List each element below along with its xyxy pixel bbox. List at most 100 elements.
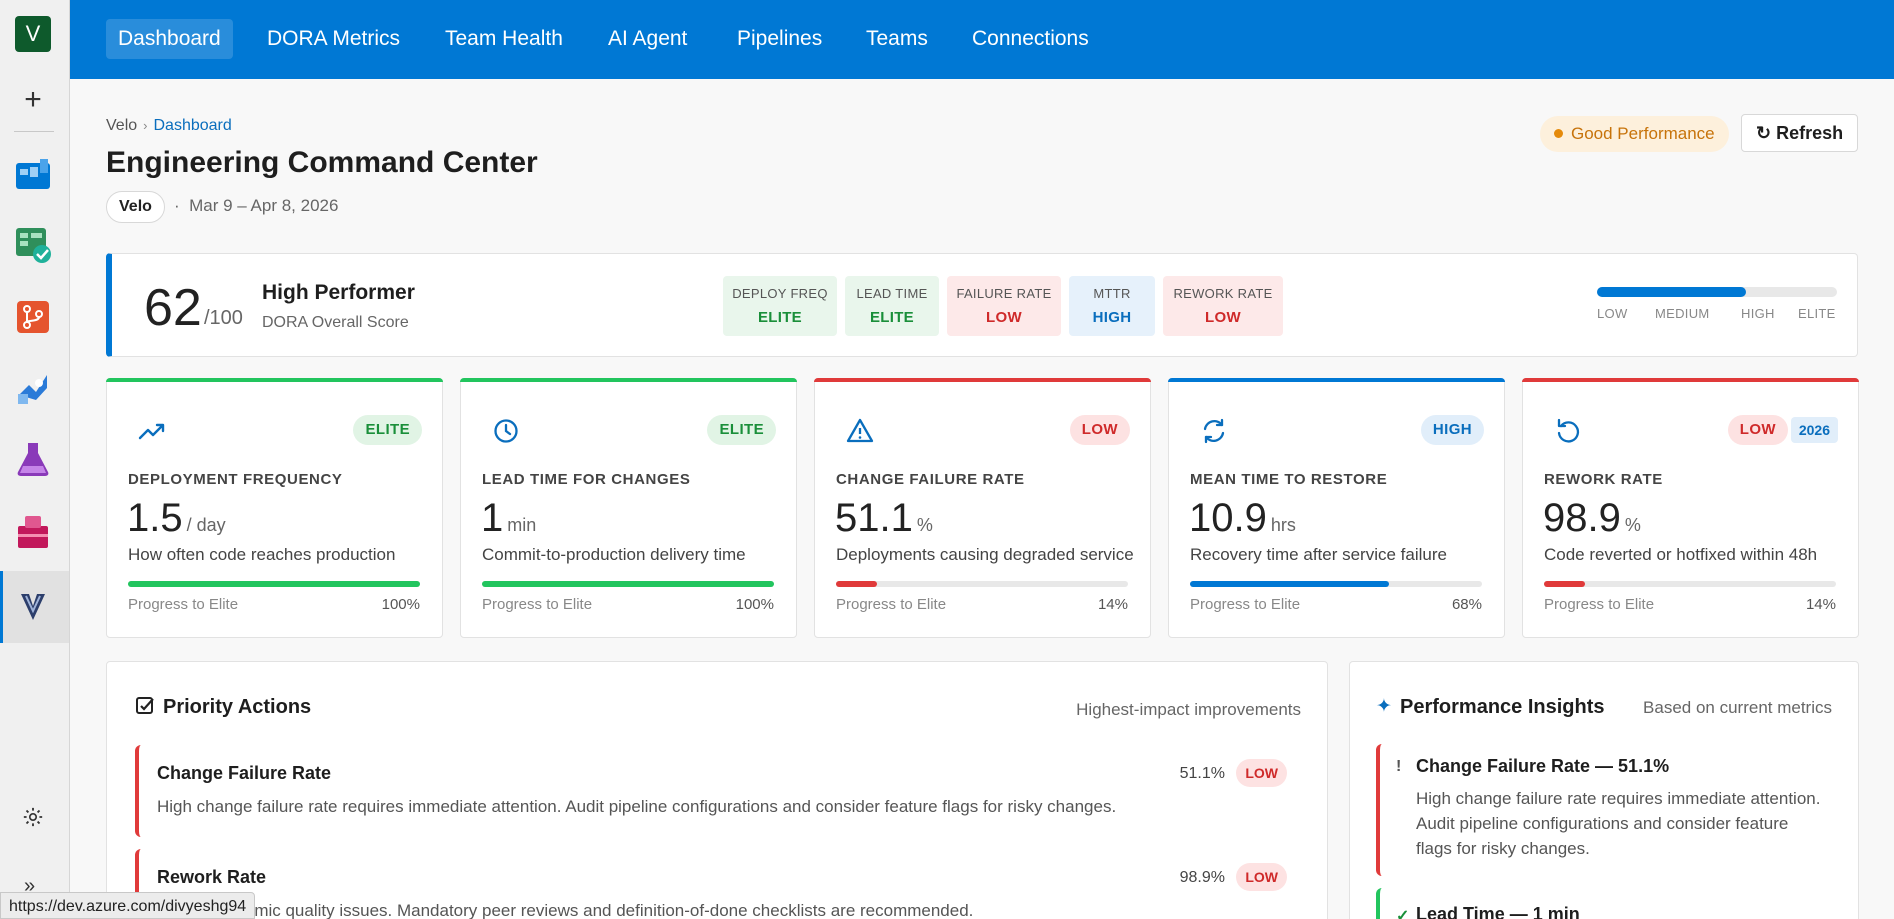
velo-icon[interactable] [14, 587, 52, 625]
action-title: Change Failure Rate [157, 763, 332, 783]
chip-value: HIGH [1092, 309, 1132, 326]
performance-status-text: Good Performance [1571, 124, 1715, 143]
action-value: 51.1% [1179, 765, 1225, 782]
performance-insights-subtitle: Based on current metrics [1643, 698, 1832, 717]
insight-title: Change Failure Rate — 51.1% [1416, 756, 1670, 776]
chip-deploy-freq: DEPLOY FREQ ELITE [723, 276, 837, 336]
metric-card-deployment-frequency[interactable]: ELITE DEPLOYMENT FREQUENCY 1.5/ day How … [106, 378, 443, 638]
org-pill[interactable]: Velo [106, 191, 165, 223]
chip-failure-rate: FAILURE RATE LOW [947, 276, 1061, 336]
progress-track [1190, 581, 1482, 587]
progress-label: Progress to Elite [128, 596, 239, 613]
checkbox-icon [136, 697, 154, 714]
expand-rail-icon[interactable]: » [24, 875, 36, 897]
progress-track [836, 581, 1128, 587]
metric-unit: min [507, 515, 537, 535]
action-description: High change failure rate requires immedi… [157, 797, 1117, 816]
progress-track [128, 581, 420, 587]
breadcrumb-root[interactable]: Velo [106, 117, 138, 134]
test-icon[interactable] [14, 440, 52, 478]
metric-unit: % [1624, 515, 1641, 535]
trending-up-icon [138, 423, 165, 440]
sparkle-icon: ✦ [1376, 696, 1392, 717]
metric-description: Commit-to-production delivery time [482, 545, 746, 564]
artifacts-icon[interactable] [14, 512, 52, 550]
boards-icon[interactable] [14, 155, 52, 193]
status-badge: ELITE [707, 415, 776, 445]
progress-fill [1544, 581, 1585, 587]
chip-value: LOW [986, 309, 1022, 326]
insight-item[interactable]: ! Change Failure Rate — 51.1% High chang… [1376, 744, 1836, 876]
tab-team-health[interactable]: Team Health [445, 27, 563, 50]
action-badge: LOW [1236, 863, 1287, 891]
tab-ai-agent[interactable]: AI Agent [608, 27, 688, 50]
status-badge: LOW [1069, 415, 1130, 445]
action-value: 98.9% [1179, 869, 1225, 886]
refresh-button[interactable]: ↻ Refresh [1741, 114, 1859, 152]
progress-label: Progress to Elite [482, 596, 593, 613]
org-avatar[interactable]: V [15, 16, 51, 52]
progress-percent: 14% [1097, 596, 1128, 613]
progress-percent: 100% [381, 596, 420, 613]
metric-card-mttr[interactable]: HIGH MEAN TIME TO RESTORE 10.9 hrs Recove… [1168, 378, 1505, 638]
card-accent-line [814, 378, 1151, 382]
breadcrumb-current[interactable]: Dashboard [153, 117, 232, 134]
tab-dora-metrics[interactable]: DORA Metrics [267, 27, 401, 50]
performance-insights-panel: ✦ Performance Insights Based on current … [1349, 661, 1859, 919]
performance-status-badge: Good Performance [1540, 116, 1729, 152]
scale-label-elite: ELITE [1798, 306, 1836, 321]
test-plans-icon[interactable] [14, 226, 52, 264]
metric-card-rework-rate[interactable]: LOW 2026 REWORK RATE 98.9% Code reverted… [1522, 378, 1859, 638]
metric-description: Recovery time after service failure [1190, 545, 1447, 564]
metric-unit: hrs [1270, 515, 1296, 535]
sync-icon [1203, 418, 1225, 444]
performance-tier-subtitle: DORA Overall Score [262, 314, 409, 331]
tab-dashboard[interactable]: Dashboard [106, 19, 233, 59]
insight-item[interactable]: ✓ Lead Time — 1 min [1376, 888, 1836, 919]
performance-insights-title: Performance Insights [1400, 696, 1605, 718]
metric-card-change-failure-rate[interactable]: LOW CHANGE FAILURE RATE 51.1% Deployment… [814, 378, 1151, 638]
chip-lead-time: LEAD TIME ELITE [845, 276, 939, 336]
progress-label: Progress to Elite [1190, 596, 1301, 613]
metric-title: CHANGE FAILURE RATE [836, 471, 1025, 488]
card-accent-line [1168, 378, 1505, 382]
chip-label: FAILURE RATE [956, 286, 1052, 301]
metric-unit: / day [186, 515, 226, 535]
performance-tier: High Performer [262, 281, 415, 304]
metric-number: 10.9 [1189, 496, 1267, 540]
repos-icon[interactable] [14, 298, 52, 336]
top-nav-bar: Dashboard DORA Metrics Team Health AI Ag… [70, 0, 1894, 79]
insight-description: High change failure rate requires immedi… [1416, 789, 1821, 858]
tab-teams[interactable]: Teams [866, 27, 928, 50]
status-bar-url: https://dev.azure.com/divyeshg94 [0, 892, 256, 919]
settings-gear-icon[interactable] [22, 806, 44, 828]
progress-fill [128, 581, 420, 587]
pipelines-icon[interactable] [14, 370, 52, 408]
performance-scale-track [1597, 287, 1837, 297]
metric-card-lead-time[interactable]: ELITE LEAD TIME FOR CHANGES 1 min Commit-… [460, 378, 797, 638]
action-item[interactable]: Rework Rate signals systemic quality iss… [135, 849, 1301, 919]
tab-connections[interactable]: Connections [972, 27, 1089, 50]
metric-value: 1 min [481, 496, 536, 541]
scale-label-medium: MEDIUM [1655, 306, 1710, 321]
new-project-icon[interactable]: + [24, 83, 42, 116]
rail-divider [14, 131, 54, 132]
chip-label: LEAD TIME [856, 286, 928, 301]
progress-label: Progress to Elite [1544, 596, 1655, 613]
progress-percent: 14% [1805, 596, 1836, 613]
date-range-text: Mar 9 – Apr 8, 2026 [189, 196, 339, 215]
chip-rework-rate: REWORK RATE LOW [1163, 276, 1283, 336]
metric-value: 51.1% [835, 496, 933, 541]
metric-description: How often code reaches production [128, 545, 396, 564]
check-icon: ✓ [1396, 908, 1410, 919]
chip-value: ELITE [757, 309, 802, 326]
metric-number: 51.1 [835, 496, 913, 540]
progress-fill [482, 581, 774, 587]
priority-actions-panel: Priority Actions Highest-impact improvem… [106, 661, 1328, 919]
tab-pipelines[interactable]: Pipelines [737, 27, 823, 50]
action-badge: LOW [1236, 759, 1287, 787]
chip-mttr: MTTR HIGH [1069, 276, 1155, 336]
chip-value: LOW [1205, 309, 1241, 326]
action-item[interactable]: Change Failure Rate High change failure … [135, 745, 1301, 837]
card-accent-line [1522, 378, 1859, 382]
